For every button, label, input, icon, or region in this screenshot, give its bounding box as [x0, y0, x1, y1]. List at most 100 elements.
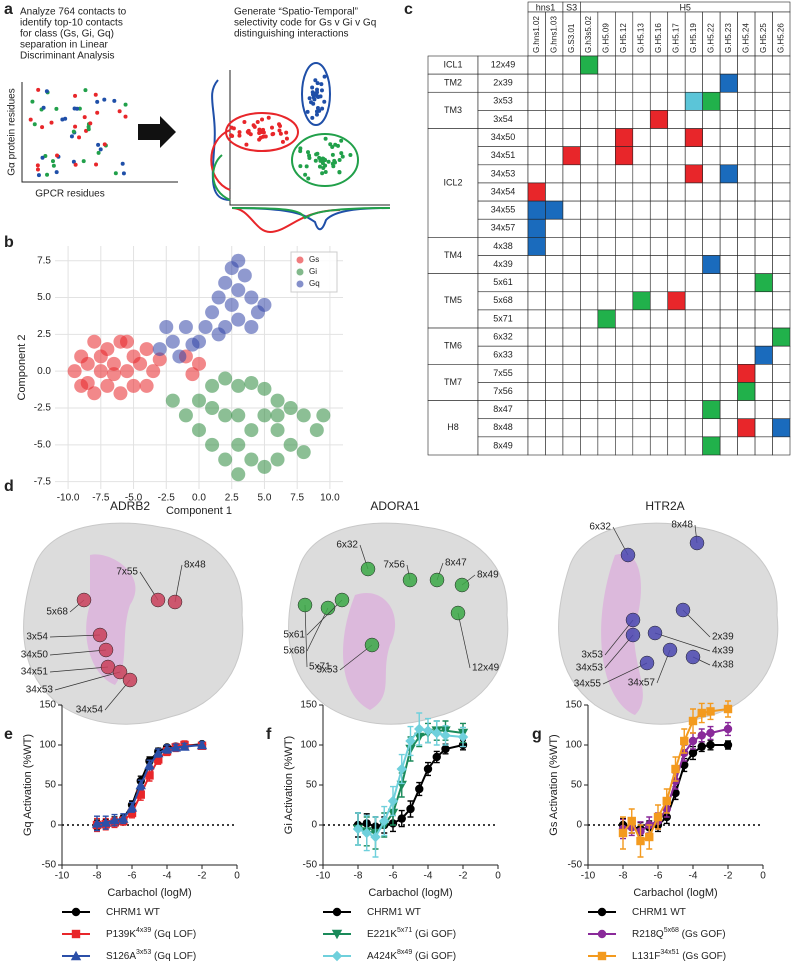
cell: [772, 382, 791, 401]
decor-dot: [277, 128, 282, 133]
cell: [737, 164, 756, 184]
data-point: [422, 725, 434, 736]
cell: [737, 55, 756, 75]
decor-dot: [77, 135, 82, 140]
decor-dot: [263, 134, 268, 139]
leader-line: [49, 649, 107, 656]
scatter-point: [139, 378, 154, 393]
decor-dot: [315, 81, 320, 86]
x-tick-label: -6: [128, 871, 137, 882]
data-point: [135, 779, 146, 790]
data-point: [688, 748, 698, 758]
row-group-label: H8: [447, 422, 459, 432]
decor-dot: [113, 171, 118, 176]
decor-dot: [228, 133, 233, 138]
legend-name: S126A: [106, 951, 136, 962]
cell: [649, 164, 669, 184]
cell: [562, 91, 581, 111]
decor-dot: [35, 167, 40, 172]
cell: [719, 128, 738, 147]
cell: [545, 273, 564, 293]
cell: [754, 218, 773, 238]
cell: [597, 200, 616, 220]
cell: [527, 128, 546, 147]
decor-dot: [242, 120, 247, 125]
cell: [632, 345, 651, 365]
cell: [702, 182, 721, 202]
legend-suffix: (Gq LOF): [151, 951, 196, 962]
residue-sphere: [454, 577, 470, 593]
scatter-point: [80, 375, 95, 390]
scatter-point: [205, 401, 220, 415]
g-protein-interface: [601, 553, 643, 715]
cell: [615, 55, 634, 75]
x-axis-label: Carbachol (logM): [107, 887, 191, 899]
column-header: G.h3s5.02: [584, 16, 593, 53]
leader-line: [602, 662, 648, 685]
legend-label: P139K4x39 (Gq LOF): [106, 927, 196, 940]
decor-dot: [322, 99, 327, 104]
decor-dot: [310, 90, 315, 95]
surface: [558, 522, 779, 725]
cell: [737, 291, 756, 311]
schematic: [21, 62, 391, 234]
decor-dot: [95, 110, 100, 115]
data-point: [414, 723, 425, 735]
legend-name: CHRM1 WT: [367, 907, 421, 918]
cell: [527, 273, 546, 293]
residue-sphere: [76, 592, 92, 608]
cell: [667, 55, 686, 75]
cell: [754, 400, 773, 420]
cell: [580, 418, 599, 438]
decor-dot: [319, 88, 324, 93]
cell: [562, 327, 581, 347]
cell: [527, 418, 546, 438]
row-group-label: TM5: [444, 295, 462, 305]
decor-dot: [51, 163, 56, 168]
legend-suffix: (Gi GOF): [412, 951, 456, 962]
residue-sphere: [689, 535, 705, 551]
y-tick-label: 100: [39, 740, 56, 751]
row-label: 34x50: [491, 132, 516, 142]
y-tick-label: 150: [300, 700, 317, 711]
decor-dot: [82, 115, 87, 120]
cell: [597, 146, 616, 166]
cell: [684, 73, 703, 93]
group-header: S3: [566, 2, 577, 12]
x-tick-label: 0: [234, 871, 240, 882]
decor-dot: [332, 158, 337, 163]
row-label: 8x48: [493, 422, 513, 432]
scatter-point: [211, 290, 226, 305]
cell: [772, 110, 791, 129]
y-tick-label: 50: [571, 780, 583, 791]
x-tick-label: -10: [55, 871, 70, 882]
legend-name: L131F: [632, 951, 660, 962]
cell: [580, 91, 599, 111]
cell: [754, 382, 773, 401]
row-label: 4x39: [493, 259, 513, 269]
cell: [667, 110, 686, 129]
cell: [632, 182, 651, 202]
scatter-point: [120, 334, 134, 349]
scatter-point: [283, 437, 298, 452]
decor-dot: [28, 117, 33, 122]
cell: [527, 146, 546, 166]
decor-dot: [49, 120, 54, 125]
residue-label: 3x53: [581, 650, 603, 661]
decor-dot: [98, 147, 103, 152]
data-point: [387, 795, 399, 807]
cell: [649, 255, 669, 274]
column-header: G.H5.23: [724, 23, 733, 53]
decor-dot: [54, 170, 59, 175]
step-text: Analyze 764 contacts to: [20, 7, 127, 18]
cell: [580, 218, 599, 238]
scatter-point: [126, 378, 141, 393]
cell: [772, 345, 791, 365]
cell: [632, 436, 651, 456]
cell: [754, 327, 773, 347]
cell: [632, 327, 651, 347]
protein-surface: 6x32 8x48 3x53 2x39 34x53 4x39 34x55 34x57 4x38: [558, 520, 779, 725]
cell: [772, 91, 791, 111]
data-point: [653, 812, 663, 822]
